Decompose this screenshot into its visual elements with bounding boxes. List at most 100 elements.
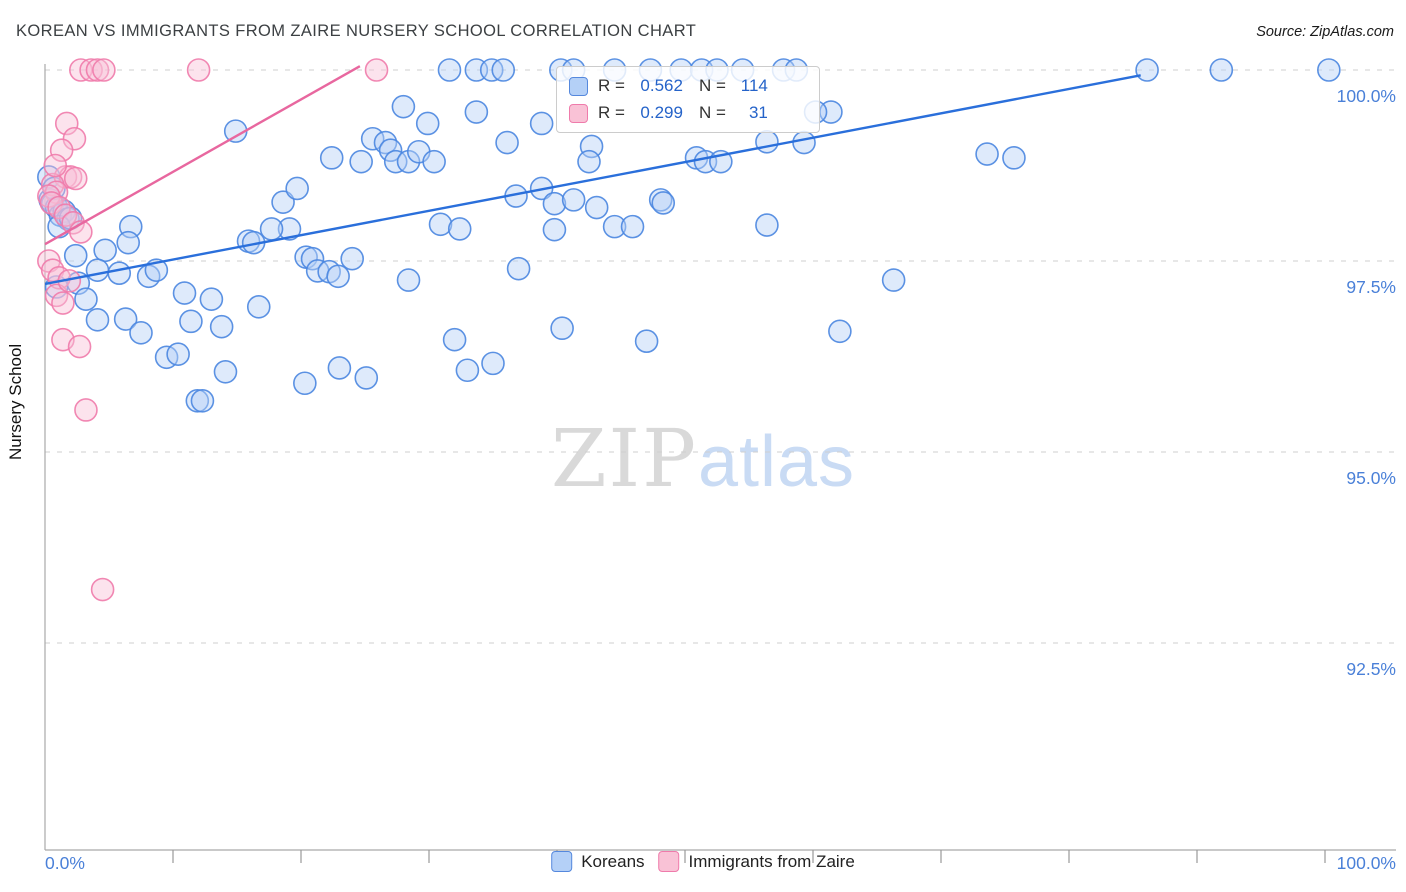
scatter-point-koreans[interactable]: [529, 111, 554, 136]
scatter-point-koreans[interactable]: [166, 342, 190, 367]
scatter-point-koreans[interactable]: [579, 134, 604, 159]
scatter-point-koreans[interactable]: [199, 287, 224, 312]
scatter-point-koreans[interactable]: [396, 268, 421, 292]
scatter-point-koreans[interactable]: [1209, 58, 1234, 82]
scatter-point-koreans[interactable]: [190, 389, 215, 413]
scatter-point-immigrants-from-zaire[interactable]: [74, 398, 98, 422]
scatter-point-koreans[interactable]: [584, 195, 609, 220]
scatter-point-koreans[interactable]: [271, 190, 295, 214]
scatter-point-koreans[interactable]: [354, 366, 379, 390]
scatter-point-koreans[interactable]: [74, 287, 98, 312]
scatter-point-immigrants-from-zaire[interactable]: [186, 58, 211, 82]
scatter-point-koreans[interactable]: [755, 130, 779, 154]
scatter-point-koreans[interactable]: [651, 191, 676, 215]
scatter-point-koreans[interactable]: [378, 138, 403, 163]
scatter-point-koreans[interactable]: [383, 149, 408, 174]
scatter-point-koreans[interactable]: [85, 308, 110, 332]
scatter-point-koreans[interactable]: [447, 217, 472, 241]
scatter-point-koreans[interactable]: [129, 321, 153, 345]
zaire-swatch-icon: [569, 103, 588, 123]
scatter-point-koreans[interactable]: [828, 319, 852, 344]
scatter-point-koreans[interactable]: [542, 191, 567, 216]
scatter-point-koreans[interactable]: [259, 217, 284, 241]
scatter-point-koreans[interactable]: [491, 58, 516, 82]
x-axis-max-label: 100.0%: [1336, 853, 1396, 873]
scatter-point-koreans[interactable]: [63, 243, 88, 268]
legend-label-koreans: Koreans: [581, 851, 645, 871]
scatter-point-koreans[interactable]: [326, 264, 350, 289]
y-tick-label-97-5: 97.5%: [1346, 277, 1396, 297]
scatter-point-immigrants-from-zaire[interactable]: [51, 291, 75, 315]
r-label: R =: [598, 103, 625, 122]
scatter-point-koreans[interactable]: [455, 358, 480, 383]
scatter-point-koreans[interactable]: [85, 258, 110, 282]
scatter-point-koreans[interactable]: [495, 130, 519, 155]
scatter-point-koreans[interactable]: [1317, 58, 1341, 82]
scatter-point-immigrants-from-zaire[interactable]: [49, 138, 74, 163]
scatter-point-koreans[interactable]: [116, 230, 140, 255]
scatter-point-koreans[interactable]: [881, 268, 906, 292]
stats-row-koreans: R = 0.562 N = 114: [569, 76, 805, 96]
scatter-point-koreans[interactable]: [561, 188, 586, 212]
scatter-point-koreans[interactable]: [428, 212, 453, 237]
scatter-point-koreans[interactable]: [422, 149, 446, 174]
page-title: KOREAN VS IMMIGRANTS FROM ZAIRE NURSERY …: [16, 22, 697, 40]
scatter-point-immigrants-from-zaire[interactable]: [63, 166, 88, 191]
scatter-point-koreans[interactable]: [246, 295, 271, 319]
scatter-point-koreans[interactable]: [506, 256, 531, 281]
scatter-point-koreans[interactable]: [481, 351, 505, 376]
scatter-point-immigrants-from-zaire[interactable]: [47, 195, 71, 220]
scatter-point-koreans[interactable]: [340, 246, 365, 271]
scatter-point-koreans[interactable]: [319, 146, 344, 170]
scatter-point-koreans[interactable]: [213, 359, 238, 384]
scatter-point-immigrants-from-zaire[interactable]: [54, 111, 79, 136]
scatter-point-immigrants-from-zaire[interactable]: [79, 58, 103, 82]
scatter-point-koreans[interactable]: [975, 142, 999, 166]
scatter-point-koreans[interactable]: [285, 176, 309, 201]
scatter-point-koreans[interactable]: [577, 149, 601, 174]
y-tick-label-95: 95.0%: [1346, 468, 1396, 488]
scatter-point-immigrants-from-zaire[interactable]: [85, 58, 110, 82]
r-label: R =: [598, 76, 625, 95]
scatter-point-koreans[interactable]: [209, 314, 234, 339]
scatter-point-immigrants-from-zaire[interactable]: [43, 153, 68, 178]
scatter-point-koreans[interactable]: [391, 94, 416, 119]
scatter-point-koreans[interactable]: [464, 100, 489, 124]
correlation-stats-box: R = 0.562 N = 114 R = 0.299 N = 31: [556, 66, 820, 133]
scatter-point-koreans[interactable]: [1002, 146, 1026, 170]
scatter-point-koreans[interactable]: [415, 111, 440, 136]
scatter-point-koreans[interactable]: [602, 214, 627, 239]
watermark-atlas: atlas: [697, 422, 856, 502]
scatter-point-koreans[interactable]: [300, 246, 325, 271]
scatter-point-immigrants-from-zaire[interactable]: [40, 258, 65, 282]
scatter-point-immigrants-from-zaire[interactable]: [67, 334, 92, 359]
scatter-point-koreans[interactable]: [792, 130, 816, 155]
scatter-point-koreans[interactable]: [1135, 58, 1159, 82]
scatter-point-koreans[interactable]: [327, 356, 352, 380]
scatter-point-koreans[interactable]: [442, 327, 467, 352]
scatter-point-koreans[interactable]: [277, 217, 302, 241]
scatter-point-koreans[interactable]: [542, 217, 567, 242]
scatter-point-koreans[interactable]: [107, 261, 132, 286]
scatter-point-koreans[interactable]: [550, 316, 574, 341]
watermark: ZIPatlas: [551, 412, 855, 505]
scatter-point-koreans[interactable]: [293, 371, 317, 396]
scatter-point-koreans[interactable]: [349, 149, 373, 174]
scatter-point-koreans[interactable]: [185, 389, 210, 413]
scatter-point-koreans[interactable]: [93, 238, 117, 263]
x-axis-min-label: 0.0%: [45, 853, 85, 873]
scatter-point-koreans[interactable]: [755, 213, 779, 237]
scatter-point-immigrants-from-zaire[interactable]: [364, 58, 389, 82]
r-value-zaire: 0.299: [640, 103, 683, 122]
scatter-point-koreans[interactable]: [360, 126, 385, 151]
scatter-point-koreans[interactable]: [437, 58, 462, 82]
r-value-koreans: 0.562: [640, 76, 683, 95]
scatter-point-immigrants-from-zaire[interactable]: [90, 577, 115, 602]
stats-row-zaire: R = 0.299 N = 31: [569, 103, 805, 123]
scatter-point-koreans[interactable]: [172, 281, 197, 305]
scatter-point-koreans[interactable]: [179, 309, 203, 334]
scatter-point-koreans[interactable]: [113, 307, 138, 331]
scatter-point-koreans[interactable]: [620, 214, 645, 239]
scatter-point-koreans[interactable]: [634, 329, 659, 354]
scatter-point-immigrants-from-zaire[interactable]: [92, 58, 116, 82]
